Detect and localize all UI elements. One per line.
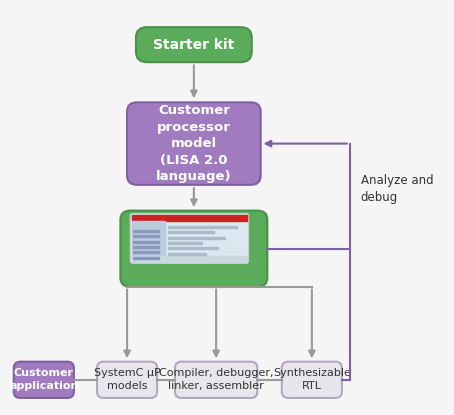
Text: Starter kit: Starter kit [153, 38, 235, 52]
FancyBboxPatch shape [130, 213, 249, 264]
Text: Customer
processor
model
(LISA 2.0
language): Customer processor model (LISA 2.0 langu… [156, 104, 232, 183]
Bar [132, 221, 165, 262]
Bar [168, 253, 206, 255]
Bar [133, 257, 159, 259]
FancyBboxPatch shape [127, 103, 261, 185]
Text: SystemC μP
models: SystemC μP models [94, 369, 160, 391]
Text: Processor
Designer: Processor Designer [157, 234, 231, 264]
Bar [132, 215, 247, 221]
Bar [133, 251, 159, 254]
FancyBboxPatch shape [14, 361, 74, 398]
Bar [133, 235, 159, 237]
Bar [132, 256, 247, 262]
Bar [168, 242, 202, 244]
Text: Synthesizable
RTL: Synthesizable RTL [273, 369, 351, 391]
Bar [168, 226, 237, 228]
FancyBboxPatch shape [175, 361, 257, 398]
Bar [168, 247, 217, 249]
FancyBboxPatch shape [120, 210, 267, 287]
FancyBboxPatch shape [97, 361, 157, 398]
FancyBboxPatch shape [136, 27, 252, 62]
Text: Customer
application: Customer application [9, 369, 79, 391]
Bar [133, 246, 159, 248]
Bar [133, 230, 159, 232]
FancyBboxPatch shape [282, 361, 342, 398]
Bar [168, 237, 225, 239]
Text: Analyze and
debug: Analyze and debug [361, 174, 434, 204]
Bar [133, 241, 159, 243]
Bar [168, 231, 214, 233]
Text: Compiler, debugger,
linker, assembler: Compiler, debugger, linker, assembler [159, 369, 273, 391]
